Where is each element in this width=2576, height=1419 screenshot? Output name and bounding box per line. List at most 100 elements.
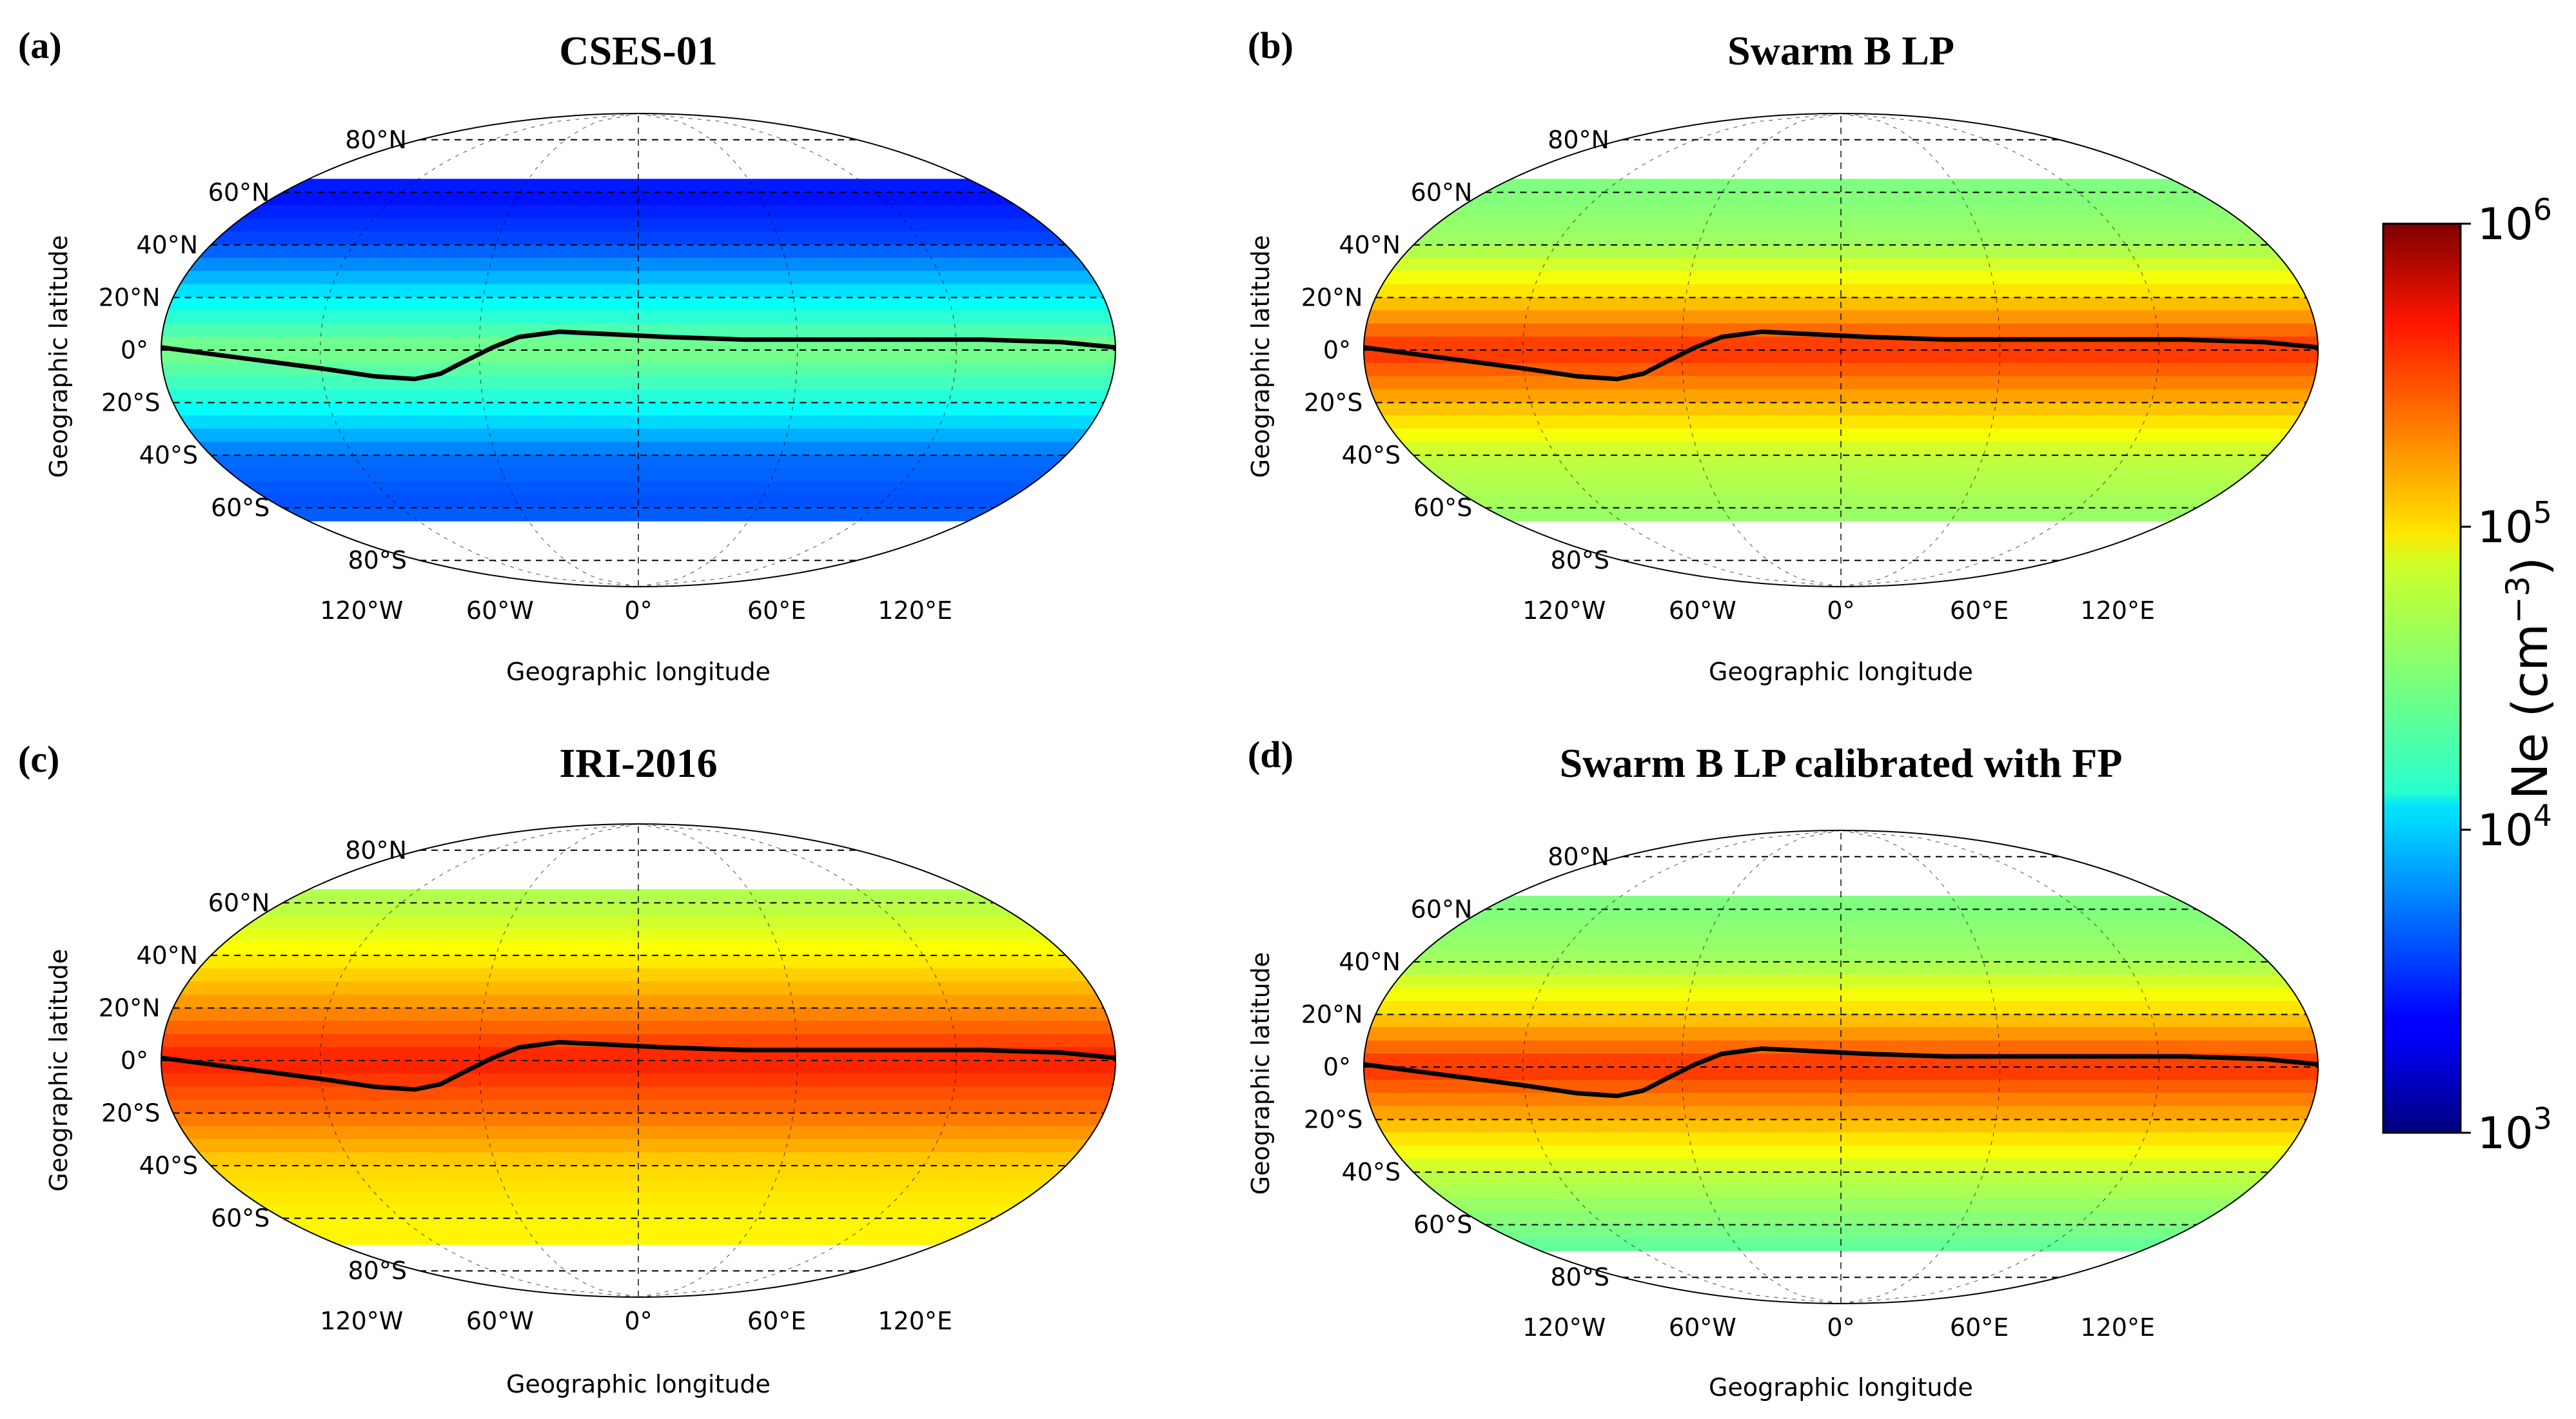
- lat-tick-label: 0°: [121, 1046, 148, 1075]
- map-a: 80°N 60°N 40°N 20°N 0° 20°S 40°S 60°S 80°S 120°W 6…: [99, 113, 1116, 625]
- longitude-gridline: [320, 113, 639, 587]
- lon-tick-label: 120°E: [878, 1307, 952, 1335]
- lon-tick-label: 60°E: [747, 596, 806, 625]
- lon-tick-label: 60°E: [747, 1307, 806, 1335]
- colorbar-tick-label: 104: [2477, 798, 2552, 856]
- dip-equator-line: [161, 329, 1116, 382]
- panel-c: (c) IRI-2016 80°N 60°N 40°N 20°N 0° 20°S 40°S 6…: [18, 738, 1116, 1398]
- lat-tick-label: 80°S: [348, 546, 407, 574]
- lon-tick-label: 120°E: [878, 596, 952, 625]
- panel-letter: (b): [1248, 24, 1293, 66]
- lat-tick-label: 20°N: [99, 993, 161, 1022]
- lon-tick-label: 60°W: [466, 596, 534, 625]
- lat-tick-label: 40°N: [136, 941, 198, 970]
- lon-tick-label: 120°E: [2080, 596, 2155, 625]
- lon-tick-label: 60°W: [1669, 1313, 1736, 1342]
- longitude-gridline: [1522, 113, 1842, 587]
- panel-d: (d) Swarm B LP calibrated with FP 80°N 60…: [1246, 734, 2319, 1402]
- lon-tick-label: 120°W: [320, 596, 403, 625]
- lat-tick-label: 80°S: [1551, 1263, 1609, 1291]
- lon-tick-label: 0°: [624, 596, 652, 625]
- longitude-gridline: [1840, 113, 2159, 587]
- lat-axis-label: Geographic latitude: [44, 235, 73, 478]
- dip-equator-line: [161, 1039, 1116, 1092]
- colorbar-tick-label: 106: [2477, 192, 2552, 250]
- colorbar-tick-label: 103: [2477, 1101, 2552, 1159]
- lat-tick-label: 80°N: [345, 126, 407, 154]
- colorbar-label: Ne (cm−3): [2499, 557, 2559, 800]
- lon-tick-label: 120°E: [2080, 1313, 2155, 1342]
- lat-tick-label: 60°S: [211, 494, 270, 522]
- colorbar-ticks: 106 105 104 103: [2461, 192, 2552, 1159]
- lat-tick-label: 40°S: [1342, 1158, 1401, 1186]
- density-bands: [161, 179, 1116, 522]
- lat-axis-label: Geographic latitude: [1246, 235, 1275, 478]
- lat-tick-label: 40°S: [139, 1151, 198, 1180]
- panel-title: Swarm B LP calibrated with FP: [1560, 740, 2123, 786]
- lon-axis-label: Geographic longitude: [1709, 1373, 1973, 1402]
- lon-axis-label: Geographic longitude: [506, 1370, 771, 1398]
- panel-letter: (a): [18, 24, 62, 66]
- lon-tick-label: 0°: [1827, 1313, 1854, 1342]
- longitude-gridline: [638, 113, 957, 587]
- lat-tick-label: 40°N: [1339, 231, 1401, 259]
- lat-tick-label: 60°S: [211, 1204, 270, 1233]
- lon-tick-label: 60°W: [1669, 596, 1736, 625]
- lat-tick-label: 20°S: [1304, 389, 1362, 417]
- panel-letter: (d): [1248, 734, 1293, 776]
- colorbar: 106 105 104 103 Ne (cm−3): [2382, 192, 2559, 1159]
- panel-letter: (c): [18, 738, 59, 780]
- map-c: 80°N 60°N 40°N 20°N 0° 20°S 40°S 60°S 80°S 120°W 6…: [99, 823, 1116, 1335]
- lon-tick-label: 120°W: [1522, 1313, 1606, 1342]
- lat-tick-label: 40°S: [1342, 441, 1401, 469]
- lat-tick-label: 80°S: [348, 1257, 407, 1285]
- map-d: 80°N 60°N 40°N 20°N 0° 20°S 40°S 60°S 80°S 120°W 6…: [1301, 830, 2319, 1342]
- lat-tick-label: 20°N: [1301, 1000, 1363, 1028]
- lat-axis-label: Geographic latitude: [44, 949, 73, 1192]
- longitude-gridline: [320, 823, 639, 1298]
- lat-tick-label: 20°N: [1301, 283, 1363, 311]
- colorbar-gradient: [2382, 222, 2462, 1134]
- lat-tick-label: 60°S: [1413, 494, 1472, 522]
- lat-tick-label: 80°N: [1548, 843, 1609, 871]
- lat-tick-label: 60°N: [208, 888, 270, 917]
- lon-tick-label: 0°: [624, 1307, 652, 1335]
- panel-title: CSES-01: [559, 28, 717, 73]
- lat-tick-label: 0°: [1323, 336, 1351, 364]
- lat-axis-label: Geographic latitude: [1246, 952, 1275, 1195]
- map-b: 80°N 60°N 40°N 20°N 0° 20°S 40°S 60°S 80°S 120°W 6…: [1301, 113, 2319, 625]
- lon-tick-label: 0°: [1827, 596, 1854, 625]
- lat-tick-label: 40°S: [139, 441, 198, 469]
- lat-tick-label: 0°: [121, 336, 148, 364]
- panel-a: (a) CSES-01 80°N 60°N 40°N 20°N 0° 20°S 40°S 60…: [18, 24, 1116, 686]
- lon-axis-label: Geographic longitude: [506, 658, 771, 686]
- panel-title: IRI-2016: [559, 740, 717, 786]
- lat-tick-label: 60°N: [1411, 178, 1473, 206]
- lat-tick-label: 40°N: [1339, 948, 1401, 976]
- dip-equator-line: [1363, 1046, 2319, 1099]
- longitude-gridline: [1522, 830, 1842, 1304]
- lon-tick-label: 120°W: [320, 1307, 403, 1335]
- lon-tick-label: 60°E: [1950, 596, 2009, 625]
- longitude-gridline: [638, 823, 957, 1298]
- lat-tick-label: 20°S: [101, 389, 160, 417]
- panel-title: Swarm B LP: [1727, 28, 1954, 73]
- lon-tick-label: 120°W: [1522, 596, 1606, 625]
- lat-tick-label: 60°S: [1413, 1211, 1472, 1239]
- lat-tick-label: 20°N: [99, 283, 161, 311]
- lat-tick-label: 80°S: [1551, 546, 1609, 574]
- panel-b: (b) Swarm B LP 80°N 60°N 40°N 20°N 0° 20°S 40°…: [1246, 24, 2319, 686]
- lat-tick-label: 80°N: [345, 836, 407, 865]
- lat-tick-label: 60°N: [208, 178, 270, 206]
- lat-tick-label: 40°N: [136, 231, 198, 259]
- lat-tick-label: 80°N: [1548, 126, 1609, 154]
- lon-tick-label: 60°E: [1950, 1313, 2009, 1342]
- lon-tick-label: 60°W: [466, 1307, 534, 1335]
- lat-tick-label: 20°S: [1304, 1106, 1362, 1134]
- lat-tick-label: 0°: [1323, 1053, 1351, 1081]
- dip-equator-line: [1363, 329, 2319, 382]
- lon-axis-label: Geographic longitude: [1709, 658, 1973, 686]
- lat-tick-label: 60°N: [1411, 895, 1473, 923]
- longitude-gridline: [1840, 830, 2159, 1304]
